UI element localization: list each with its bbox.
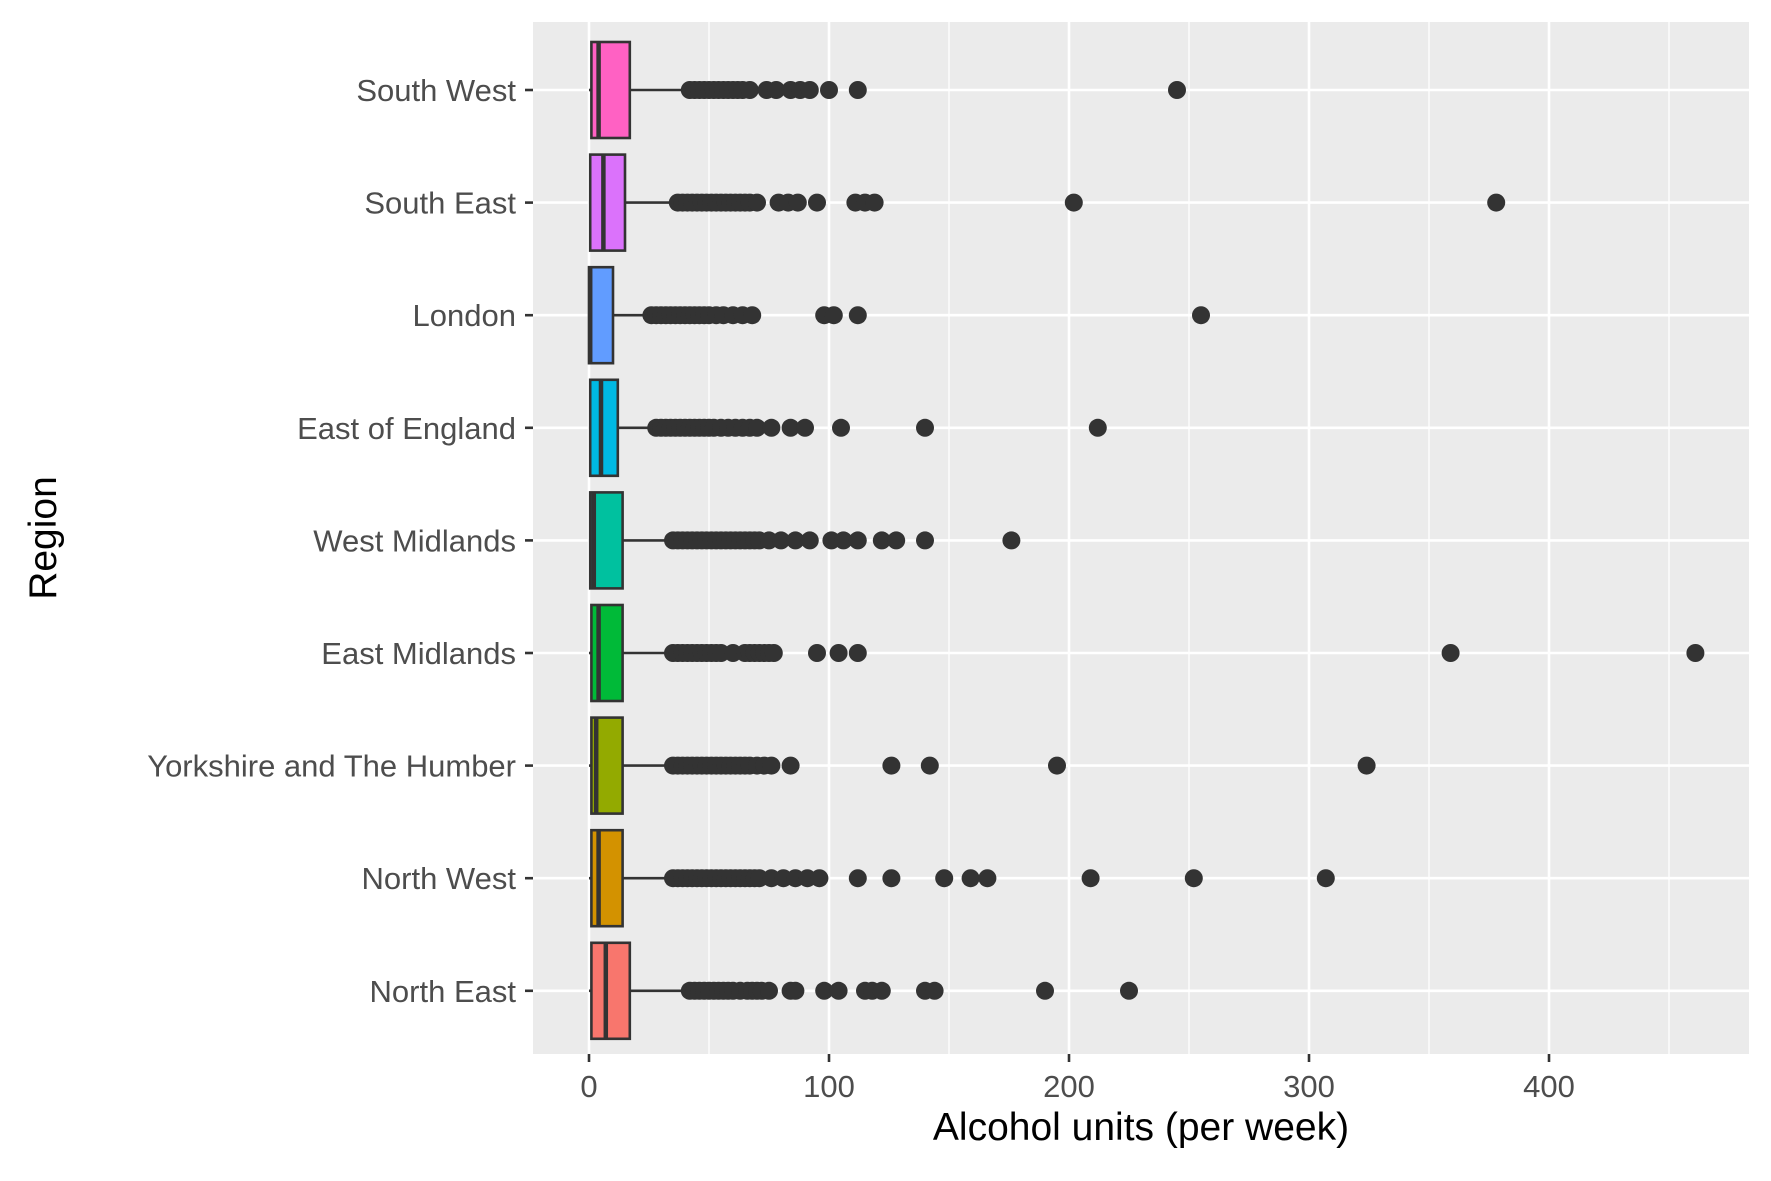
box-iqr	[588, 153, 627, 252]
outlier-point	[1120, 981, 1138, 1000]
outlier-point	[848, 531, 867, 550]
outlier-point	[786, 531, 805, 550]
outlier-point	[848, 644, 867, 662]
outlier-point	[1081, 869, 1100, 888]
outlier-point	[832, 418, 850, 437]
y-tick-label: East Midlands	[321, 636, 516, 671]
outlier-point	[815, 981, 834, 1000]
box-iqr	[588, 378, 620, 478]
outlier-point	[772, 531, 790, 550]
box-yorkshire-and-the-humber	[589, 716, 1376, 815]
outlier-point	[762, 418, 781, 437]
outlier-point	[1487, 193, 1506, 212]
outlier-point	[748, 193, 766, 212]
outlier-point	[808, 193, 826, 212]
x-axis: 0 100 200 300 400	[580, 1054, 1575, 1104]
outlier-point	[808, 644, 826, 662]
outlier-point	[848, 306, 867, 325]
y-axis-title: Region	[22, 476, 65, 600]
outlier-point	[1002, 531, 1021, 550]
outlier-point	[1357, 756, 1376, 775]
outlier-point	[767, 81, 786, 99]
box-west-midlands	[588, 491, 1021, 590]
box-south-east	[588, 153, 1506, 252]
outlier-point	[848, 869, 867, 888]
box-iqr	[590, 828, 624, 928]
outlier-point	[762, 756, 781, 775]
outlier-point	[781, 756, 800, 775]
outlier-point	[872, 981, 891, 1000]
boxes-layer	[587, 40, 1705, 1041]
outlier-point	[829, 981, 848, 1000]
outlier-point	[1441, 644, 1460, 662]
x-tick-label: 300	[1283, 1069, 1335, 1104]
y-tick-label: East of England	[297, 411, 516, 446]
x-tick-label: 0	[580, 1069, 597, 1104]
y-tick-label: South East	[364, 186, 516, 221]
outlier-point	[748, 418, 766, 437]
box-north-west	[589, 828, 1335, 928]
y-tick-label: Yorkshire and The Humber	[147, 749, 516, 784]
outlier-point	[1686, 644, 1705, 662]
x-tick-label: 100	[803, 1069, 855, 1104]
y-tick-label: North East	[370, 974, 517, 1009]
box-iqr	[587, 265, 615, 365]
outlier-point	[740, 81, 759, 99]
x-axis-title: Alcohol units (per week)	[933, 1106, 1349, 1149]
outlier-point	[1048, 756, 1066, 775]
box-east-of-england	[588, 378, 1107, 478]
outlier-point	[887, 531, 906, 550]
outlier-point	[882, 869, 901, 888]
outlier-point	[781, 418, 800, 437]
box-north-east	[589, 941, 1138, 1041]
outlier-point	[916, 418, 934, 437]
outlier-point	[882, 756, 901, 775]
outlier-point	[1036, 981, 1054, 1000]
outlier-point	[1064, 193, 1083, 212]
x-tick-label: 200	[1043, 1069, 1095, 1104]
y-tick-label: North West	[362, 861, 517, 896]
outlier-point	[935, 869, 954, 888]
y-tick-label: London	[413, 298, 516, 333]
outlier-point	[1192, 306, 1210, 325]
outlier-point	[788, 193, 807, 212]
outlier-point	[1088, 418, 1107, 437]
outlier-point	[834, 531, 853, 550]
outlier-point	[978, 869, 997, 888]
outlier-point	[925, 981, 944, 1000]
outlier-point	[916, 531, 934, 550]
outlier-point	[743, 306, 762, 325]
outlier-point	[1168, 81, 1186, 99]
outlier-point	[820, 81, 838, 99]
box-iqr	[590, 603, 624, 703]
y-tick-label: West Midlands	[313, 523, 516, 558]
outlier-point	[829, 644, 848, 662]
y-tick-label: South West	[356, 73, 516, 108]
grid-lines	[533, 22, 1749, 1054]
box-iqr	[590, 941, 632, 1041]
outlier-point	[865, 193, 884, 212]
outlier-point	[796, 418, 814, 437]
outlier-point	[920, 756, 939, 775]
x-tick-label: 400	[1523, 1069, 1575, 1104]
outlier-point	[810, 869, 829, 888]
outlier-point	[1184, 869, 1203, 888]
outlier-point	[824, 306, 843, 325]
y-axis: North East North West Yorkshire and The Hu…	[147, 73, 533, 1009]
outlier-point	[961, 869, 980, 888]
outlier-point	[872, 531, 891, 550]
box-east-midlands	[589, 603, 1705, 703]
outlier-point	[1316, 869, 1335, 888]
outlier-point	[800, 81, 819, 99]
outlier-point	[848, 81, 867, 99]
outlier-point	[764, 644, 783, 662]
outlier-point	[800, 531, 819, 550]
outlier-point	[760, 981, 778, 1000]
outlier-point	[786, 981, 805, 1000]
box-south-west	[589, 40, 1186, 140]
box-london	[587, 265, 1210, 365]
